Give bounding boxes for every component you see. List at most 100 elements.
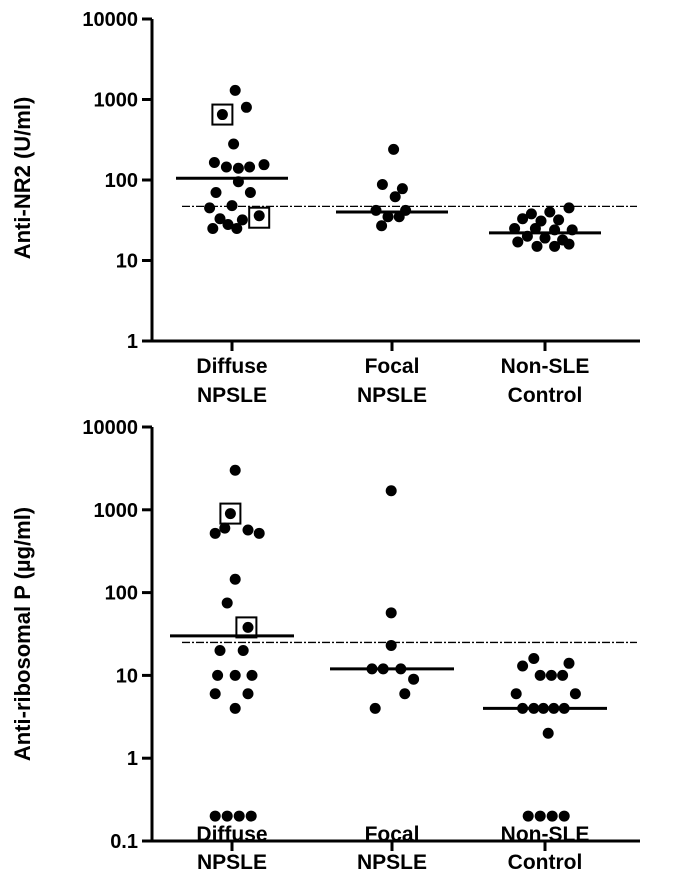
y-tick-label: 1 [127, 331, 138, 353]
data-point [408, 673, 420, 685]
data-point [221, 810, 233, 822]
data-point [209, 688, 221, 700]
data-point [253, 210, 265, 222]
x-category-label: Non-SLE [501, 823, 590, 846]
data-point [214, 213, 226, 225]
data-point [510, 688, 522, 700]
data-point [245, 810, 257, 822]
data-point [549, 240, 561, 252]
data-point [221, 597, 233, 609]
data-point [229, 669, 241, 681]
data-point [237, 644, 249, 656]
data-point [219, 522, 231, 534]
data-point [376, 220, 388, 232]
data-point [545, 669, 557, 681]
data-point [517, 213, 529, 225]
y-tick-label: 10000 [82, 417, 138, 439]
data-point [216, 109, 228, 121]
x-category-label: Focal [365, 823, 420, 846]
data-point [209, 810, 221, 822]
y-axis-title: Anti-ribosomal P (µg/ml) [10, 507, 35, 761]
highlight-box [248, 206, 271, 229]
data-point [534, 810, 546, 822]
highlight-box [211, 103, 234, 126]
data-point [258, 159, 270, 171]
data-point [231, 222, 243, 234]
data-point [229, 702, 241, 714]
data-point [240, 101, 252, 113]
data-point [228, 138, 240, 150]
data-point [370, 204, 382, 216]
anti-nr2-panel: 1 10 100 1000 10000 Diffuse NPSLE Focal NPSLE Non… [10, 9, 640, 407]
highlight-box [219, 502, 242, 525]
y-tick-label: 10 [116, 251, 138, 273]
data-point [246, 669, 258, 681]
x-category-label: NPSLE [357, 384, 427, 407]
data-point [376, 178, 388, 190]
y-tick-label: 1 [127, 748, 138, 770]
data-point [542, 727, 554, 739]
data-point [220, 161, 232, 173]
data-point [535, 215, 547, 227]
data-point [222, 219, 234, 231]
data-point [229, 464, 241, 476]
data-point [224, 508, 236, 520]
data-point [539, 232, 551, 244]
data-point [531, 240, 543, 252]
data-point [385, 639, 397, 651]
y-tick-label: 100 [105, 170, 138, 192]
data-point [563, 238, 575, 250]
data-point [522, 810, 534, 822]
data-point [517, 660, 529, 672]
data-point [369, 702, 381, 714]
data-point [544, 206, 556, 218]
data-point [525, 208, 537, 220]
data-point [546, 810, 558, 822]
x-category-label: NPSLE [197, 384, 267, 407]
data-point [389, 191, 401, 203]
data-point [509, 222, 521, 234]
y-tick-label: 1000 [94, 90, 139, 112]
data-point [212, 669, 224, 681]
data-point [569, 688, 581, 700]
data-point [236, 214, 248, 226]
data-point [232, 162, 244, 174]
y-tick-label: 0.1 [110, 831, 138, 853]
data-point [512, 236, 524, 248]
data-point [558, 810, 570, 822]
data-point [396, 183, 408, 195]
data-point [385, 485, 397, 497]
x-category-label: NPSLE [357, 851, 427, 874]
data-point [214, 644, 226, 656]
data-point [242, 524, 254, 536]
x-category-label: Diffuse [196, 355, 267, 378]
data-point [553, 214, 565, 226]
data-point [385, 607, 397, 619]
y-tick-label: 100 [105, 583, 138, 605]
x-category-label: NPSLE [197, 851, 267, 874]
data-point [534, 669, 546, 681]
x-category-label: Focal [365, 355, 420, 378]
y-tick-label: 1000 [94, 500, 139, 522]
x-category-label: Diffuse [196, 823, 267, 846]
data-point [563, 657, 575, 669]
x-category-label: Control [508, 851, 583, 874]
data-point [244, 161, 256, 173]
data-point [244, 186, 256, 198]
data-point [209, 527, 221, 539]
data-point [233, 810, 245, 822]
data-point [563, 202, 575, 214]
data-point [388, 143, 400, 155]
data-point [229, 573, 241, 585]
y-tick-label: 10000 [82, 9, 138, 31]
data-point [399, 688, 411, 700]
data-point [528, 652, 540, 664]
data-point [382, 211, 394, 223]
data-point [226, 200, 238, 212]
data-point [529, 222, 541, 234]
data-point [242, 688, 254, 700]
x-category-label: Non-SLE [501, 355, 590, 378]
data-point [208, 156, 220, 168]
data-point [204, 202, 216, 214]
